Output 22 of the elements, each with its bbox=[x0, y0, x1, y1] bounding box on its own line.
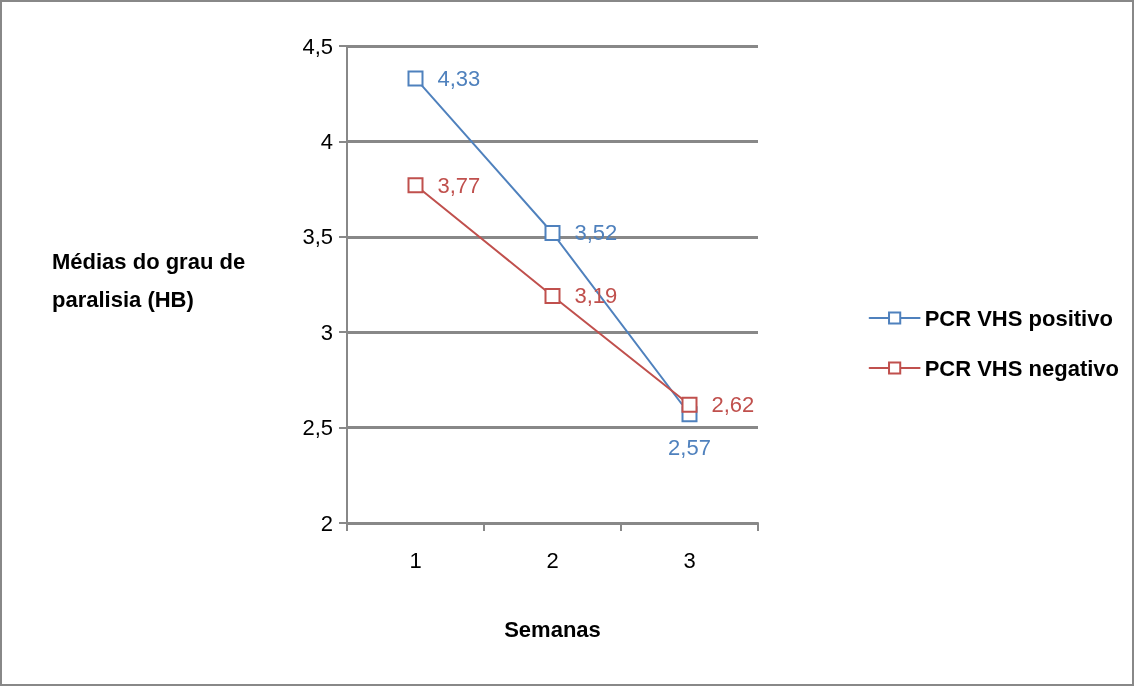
point bbox=[681, 396, 698, 413]
data-label: 4,33 bbox=[437, 65, 481, 91]
data-label: 2,57 bbox=[668, 434, 711, 460]
y-tick-label: 3 bbox=[320, 319, 333, 345]
x-tick-label: 1 bbox=[409, 547, 422, 573]
point bbox=[544, 287, 561, 304]
y-tick-label: 4 bbox=[320, 128, 333, 154]
y-axis-title: Médias do grau de paralisia (HB) bbox=[52, 248, 252, 312]
x-tick-label: 2 bbox=[546, 547, 559, 573]
point bbox=[407, 70, 424, 87]
legend-label: PCR VHS negativo bbox=[924, 355, 1120, 381]
point bbox=[407, 177, 424, 194]
y-tick-label: 2,5 bbox=[302, 415, 333, 441]
point bbox=[544, 224, 561, 241]
data-label: 3,77 bbox=[437, 172, 481, 198]
y-tick-label: 2 bbox=[320, 510, 333, 536]
data-label: 2,62 bbox=[711, 392, 755, 418]
y-tick-label: 3,5 bbox=[302, 224, 333, 250]
y-tick-label: 4,5 bbox=[302, 33, 333, 59]
x-axis-title: Semanas bbox=[504, 616, 601, 642]
legend-label: PCR VHS positivo bbox=[924, 305, 1113, 331]
x-tick-label: 3 bbox=[683, 547, 696, 573]
